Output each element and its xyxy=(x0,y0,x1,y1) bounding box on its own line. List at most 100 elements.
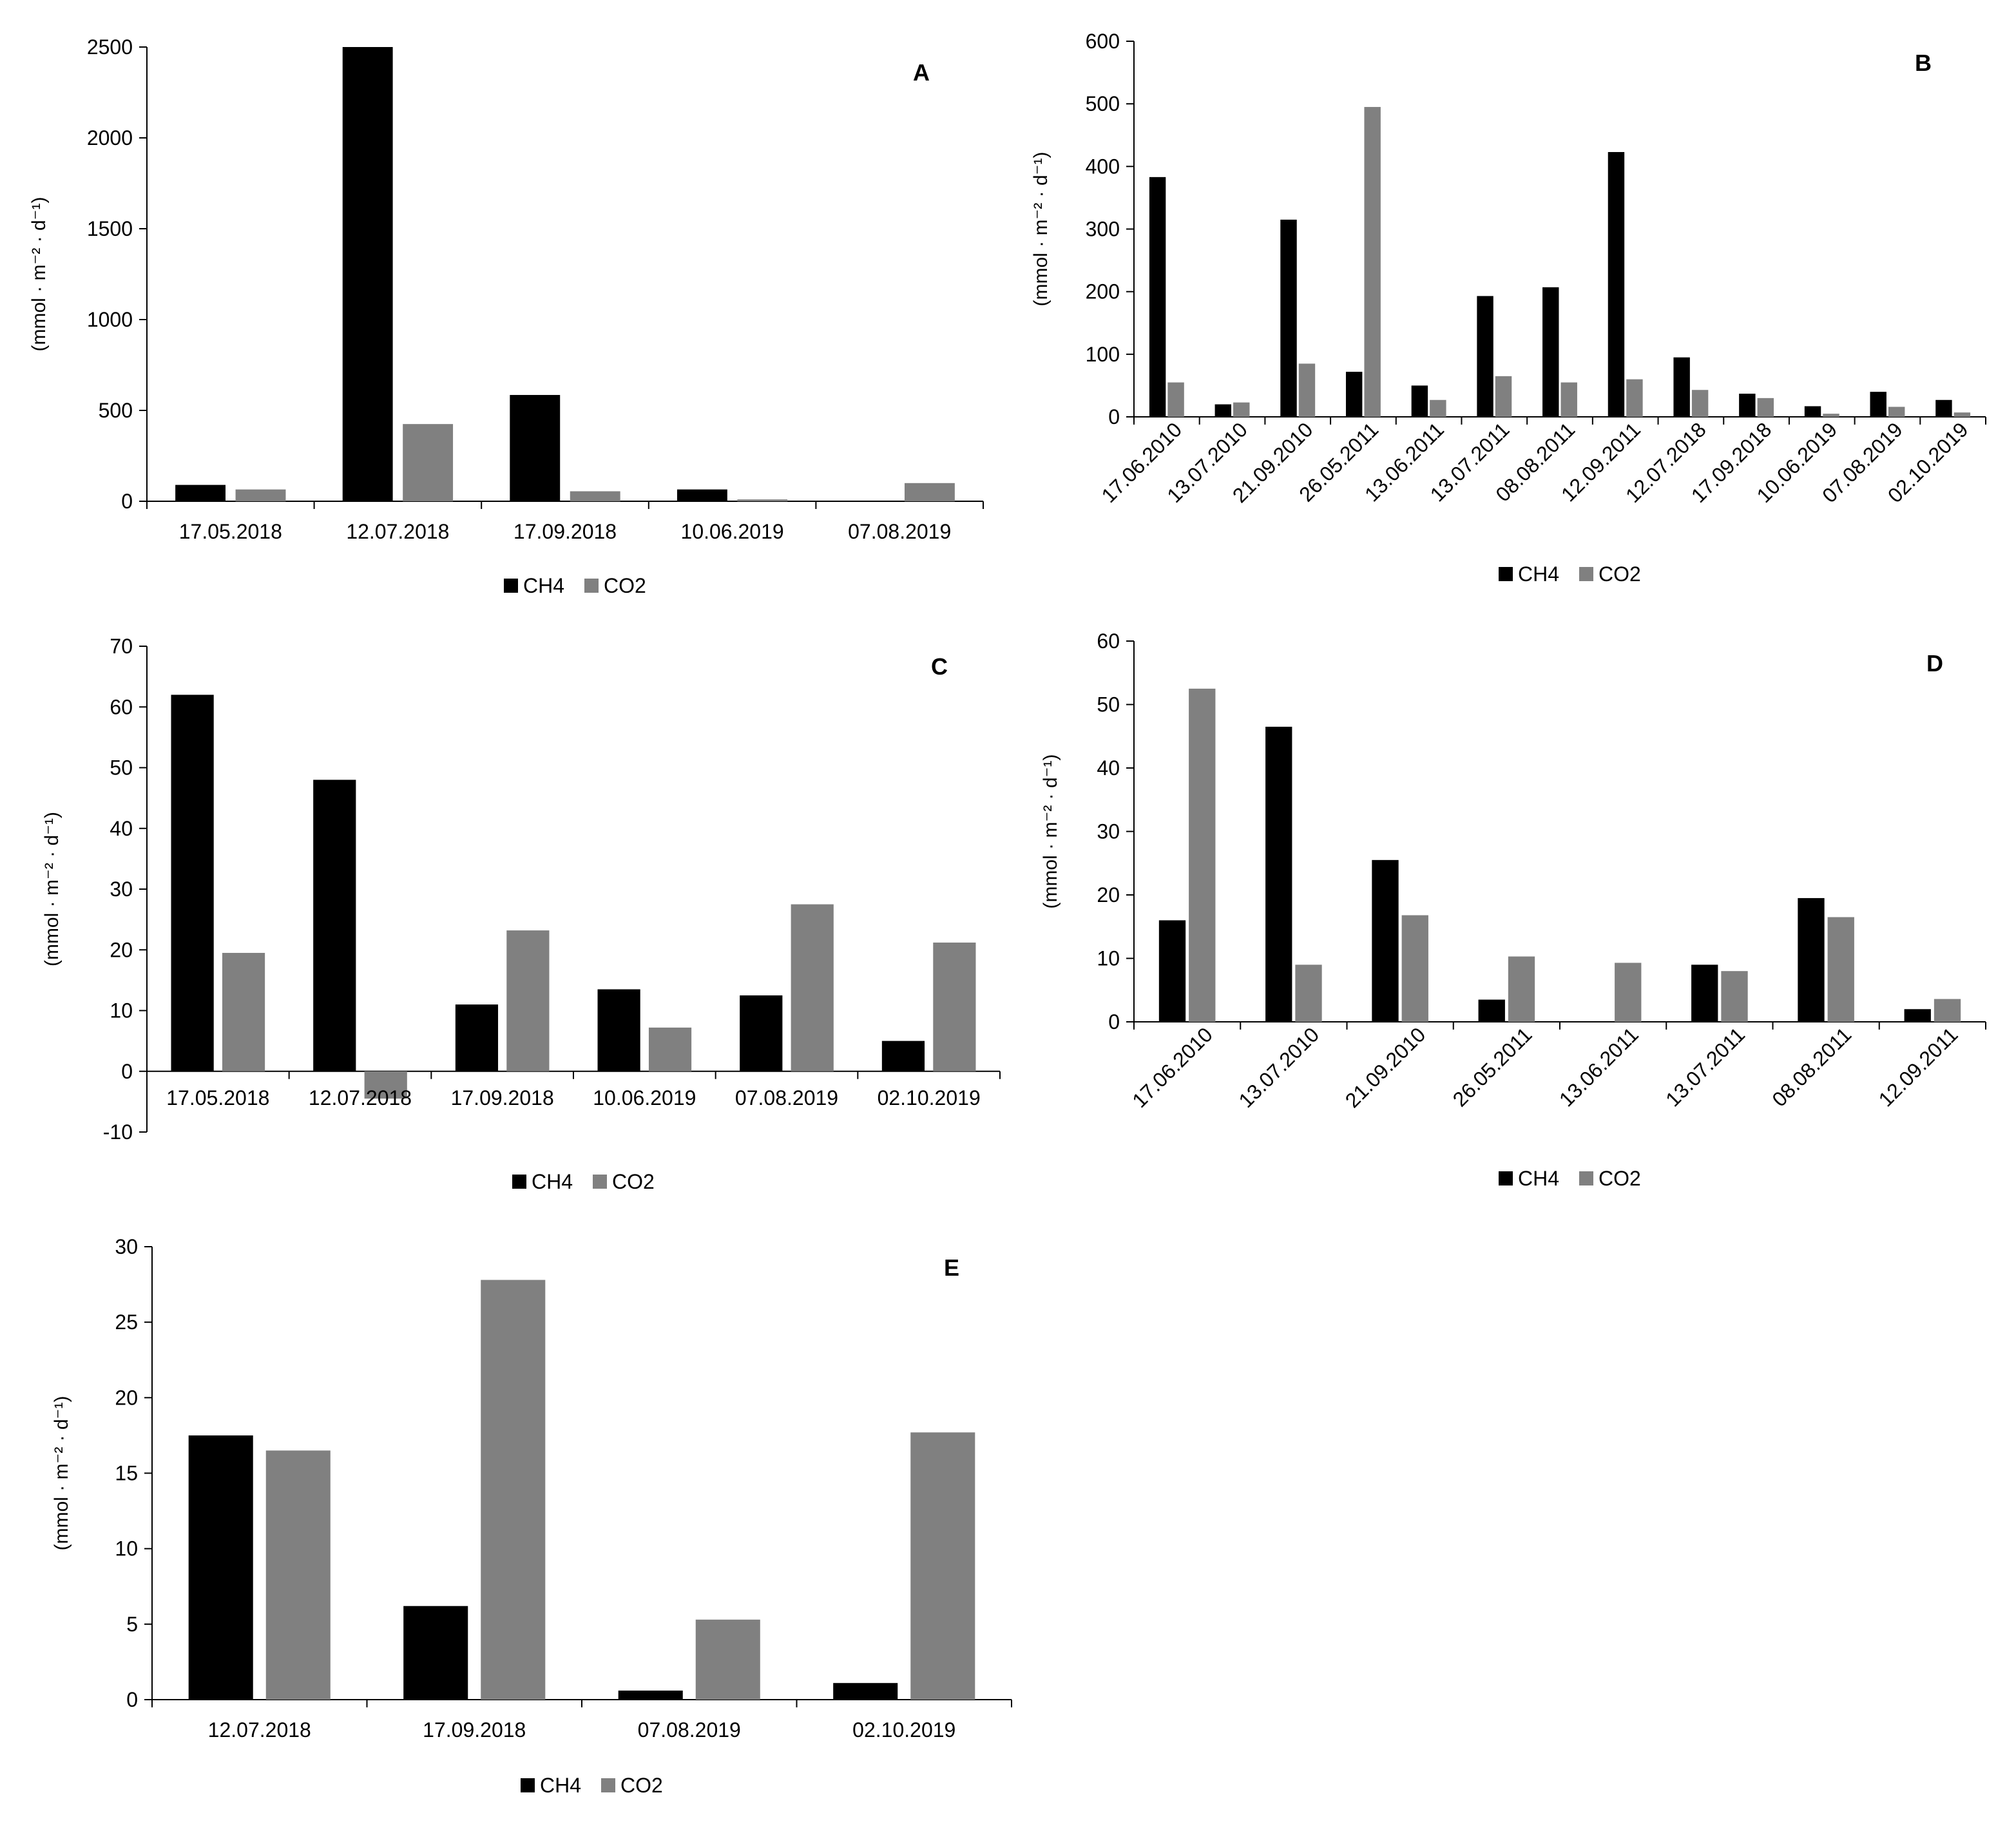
y-tick-label: 10 xyxy=(1097,947,1120,970)
legend-label-co2: CO2 xyxy=(1598,1167,1641,1190)
legend: CH4 CO2 xyxy=(504,574,646,597)
bar-co2-7 xyxy=(1934,999,1961,1022)
y-tick-label: 30 xyxy=(1097,820,1120,843)
x-tick-label: 07.08.2019 xyxy=(638,1718,741,1742)
y-tick-label: 20 xyxy=(115,1386,138,1409)
bar-ch4-10 xyxy=(1804,406,1821,417)
legend-swatch-co2 xyxy=(593,1175,607,1189)
legend-swatch-ch4 xyxy=(1499,1171,1513,1185)
bar-co2-10 xyxy=(1823,414,1839,417)
bar-ch4-0 xyxy=(1158,920,1186,1022)
y-tick-label: 60 xyxy=(110,695,133,718)
x-tick-label: 21.09.2010 xyxy=(1341,1022,1430,1112)
y-tick-label: 0 xyxy=(1108,405,1120,428)
legend-swatch-ch4 xyxy=(504,579,518,593)
x-tick-label: 12.07.2018 xyxy=(346,520,449,543)
x-tick-label: 13.07.2011 xyxy=(1661,1022,1749,1111)
legend-label-ch4: CH4 xyxy=(523,574,564,597)
bar-ch4-3 xyxy=(597,989,640,1071)
bar-co2-4 xyxy=(791,904,834,1071)
x-tick-label: 17.09.2018 xyxy=(451,1086,554,1109)
bar-ch4-5 xyxy=(1691,964,1718,1022)
bar-co2-1 xyxy=(403,424,454,501)
legend-label-ch4: CH4 xyxy=(532,1170,573,1193)
bar-co2-5 xyxy=(1721,971,1748,1022)
bar-co2-3 xyxy=(648,1027,692,1071)
bar-ch4-3 xyxy=(1345,372,1363,417)
bar-ch4-2 xyxy=(1280,219,1297,417)
panel-title: C xyxy=(931,653,948,680)
bar-ch4-2 xyxy=(455,1004,499,1071)
y-tick-label: 0 xyxy=(121,1060,133,1083)
bar-ch4-11 xyxy=(1870,392,1886,417)
bar-co2-5 xyxy=(1495,376,1512,417)
x-tick-label: 12.09.2011 xyxy=(1874,1022,1963,1111)
bar-ch4-4 xyxy=(1411,385,1428,417)
bar-co2-0 xyxy=(265,1450,331,1700)
y-tick-label: 20 xyxy=(110,938,133,961)
bar-co2-0 xyxy=(1189,688,1216,1022)
y-tick-label: 100 xyxy=(1086,343,1120,366)
x-tick-label: 17.05.2018 xyxy=(179,520,282,543)
legend-swatch-ch4 xyxy=(521,1778,535,1792)
x-tick-label: 07.08.2019 xyxy=(848,520,951,543)
y-tick-label: 500 xyxy=(1086,92,1120,115)
y-tick-label: 1000 xyxy=(87,308,133,331)
y-tick-label: 40 xyxy=(110,817,133,840)
bar-ch4-5 xyxy=(1477,296,1493,417)
bar-ch4-7 xyxy=(1608,151,1625,417)
y-tick-label: 20 xyxy=(1097,883,1120,907)
panel-title: E xyxy=(944,1254,959,1281)
x-tick-label: 10.06.2019 xyxy=(681,520,784,543)
y-tick-label: 5 xyxy=(126,1613,138,1636)
bar-ch4-1 xyxy=(313,780,356,1071)
y-tick-label: 10 xyxy=(115,1537,138,1560)
bar-ch4-5 xyxy=(881,1041,925,1071)
legend-swatch-co2 xyxy=(1579,567,1593,581)
bar-ch4-0 xyxy=(1149,177,1166,417)
bar-co2-7 xyxy=(1626,379,1643,417)
bar-ch4-3 xyxy=(677,489,727,501)
bar-co2-12 xyxy=(1954,412,1971,417)
bar-ch4-3 xyxy=(833,1683,898,1700)
bar-ch4-9 xyxy=(1739,394,1756,417)
x-tick-label: 02.10.2019 xyxy=(878,1086,981,1109)
legend-label-co2: CO2 xyxy=(1598,562,1641,586)
y-tick-label: 70 xyxy=(110,635,133,658)
x-tick-label: 02.10.2019 xyxy=(852,1718,955,1742)
bar-co2-0 xyxy=(1167,382,1184,417)
bar-ch4-8 xyxy=(1673,357,1690,417)
y-tick-label: 25 xyxy=(115,1310,138,1334)
bar-co2-6 xyxy=(1827,917,1854,1022)
bar-co2-3 xyxy=(1508,956,1535,1022)
legend-label-co2: CO2 xyxy=(612,1170,655,1193)
legend-label-co2: CO2 xyxy=(604,574,646,597)
x-tick-label: 12.07.2018 xyxy=(309,1086,412,1109)
panel-title: B xyxy=(1915,50,1932,76)
legend-label-ch4: CH4 xyxy=(1518,1167,1559,1190)
chart-panel-d: 0 10 20 30 40 50 60 17.06.2010 13.07.2010 21.09.2… xyxy=(1040,629,1986,1190)
bar-ch4-1 xyxy=(342,47,393,501)
bar-ch4-0 xyxy=(175,485,226,501)
panel-title: D xyxy=(1926,650,1943,677)
bar-co2-6 xyxy=(1560,382,1577,417)
y-tick-label: 10 xyxy=(110,999,133,1022)
y-tick-label: 50 xyxy=(110,756,133,780)
bar-ch4-1 xyxy=(403,1606,468,1700)
bar-co2-9 xyxy=(1757,398,1774,417)
bar-co2-3 xyxy=(910,1432,975,1700)
y-tick-label: 400 xyxy=(1086,155,1120,178)
legend-label-ch4: CH4 xyxy=(540,1774,581,1797)
bar-co2-2 xyxy=(695,1619,760,1700)
y-tick-label: 0 xyxy=(121,490,133,513)
chart-panel-b: 010020030040050060017.06.201013.07.20102… xyxy=(1030,30,1986,586)
x-tick-label: 17.06.2010 xyxy=(1128,1022,1217,1112)
y-axis-label: (mmol · m⁻² · d⁻¹) xyxy=(41,812,62,966)
bar-co2-1 xyxy=(481,1280,546,1700)
legend: CH4 CO2 xyxy=(521,1774,663,1797)
bar-co2-1 xyxy=(364,1071,407,1099)
bar-co2-2 xyxy=(1298,363,1316,417)
y-tick-label: 30 xyxy=(115,1235,138,1258)
legend-swatch-ch4 xyxy=(512,1175,526,1189)
